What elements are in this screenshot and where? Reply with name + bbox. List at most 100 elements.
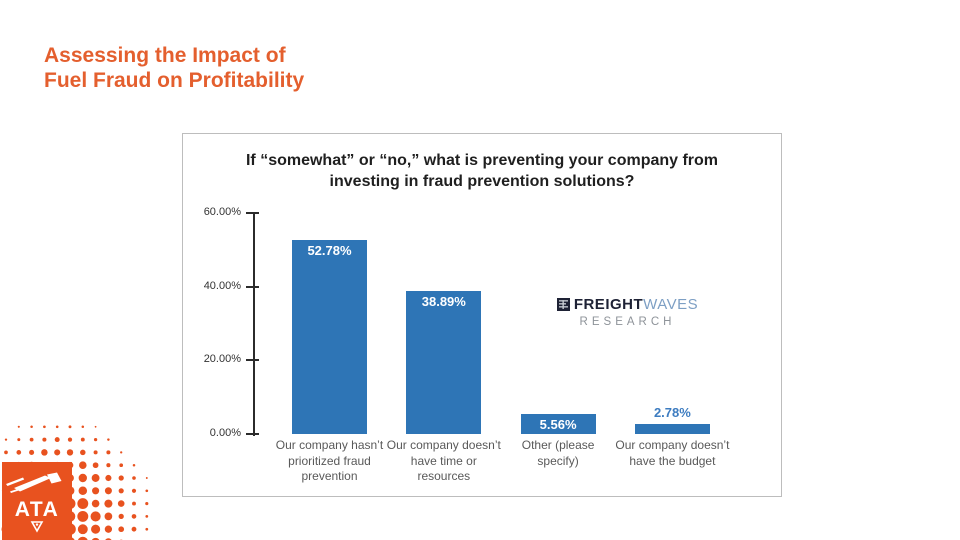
ata-shield-icon [30, 521, 44, 533]
halftone-dot [91, 524, 101, 534]
halftone-dot [77, 524, 88, 535]
halftone-dot [119, 463, 124, 468]
bar-category-label: Our company hasn’t prioritized fraud pre… [275, 438, 384, 484]
halftone-dot [118, 513, 124, 520]
slide-title: Assessing the Impact of Fuel Fraud on Pr… [44, 44, 305, 92]
halftone-dot [29, 437, 34, 442]
y-axis-tick-label: 0.00% [209, 427, 241, 439]
freightwaves-waves-text: WAVES [643, 296, 699, 313]
y-axis-tick [246, 212, 259, 214]
halftone-dot [104, 525, 113, 533]
y-axis-tick [246, 285, 259, 288]
bar [406, 290, 482, 434]
bar [292, 239, 367, 434]
ata-logo: ATA [2, 462, 72, 540]
y-axis-tick [246, 433, 259, 435]
halftone-dot [81, 425, 85, 429]
halftone-dot [78, 473, 87, 483]
y-axis-line [253, 212, 255, 436]
halftone-dot [145, 489, 149, 493]
bar-value-label: 52.78% [307, 242, 352, 258]
halftone-dot [145, 515, 149, 518]
halftone-dot [104, 487, 112, 495]
freightwaves-logo: FREIGHTWAVES RESEARCH [535, 296, 720, 328]
halftone-dot [93, 450, 98, 455]
bar [634, 423, 710, 434]
halftone-dot [54, 449, 61, 456]
halftone-dot [80, 437, 85, 442]
halftone-dot [94, 425, 97, 428]
ata-logo-text: ATA [15, 498, 60, 521]
halftone-dot [92, 462, 99, 469]
halftone-dot [42, 437, 47, 442]
chart-plot: 60.00% 40.00% 20.00% 0.00% 52.78% Our company… [183, 134, 781, 496]
halftone-dot [17, 438, 21, 442]
freightwaves-wordmark: FREIGHTWAVES [535, 296, 720, 313]
halftone-dot [132, 476, 136, 480]
halftone-dot [91, 499, 100, 508]
halftone-dot [29, 449, 35, 455]
bar-value-label: 2.78% [653, 404, 691, 420]
halftone-dot [16, 450, 22, 455]
halftone-dot [90, 511, 101, 522]
y-axis-tick [246, 359, 259, 362]
chart-title: If “somewhat” or “no,” what is preventin… [245, 152, 719, 190]
halftone-dot [4, 438, 8, 441]
halftone-dot [132, 463, 136, 467]
halftone-dot [79, 461, 87, 469]
halftone-dot [77, 536, 88, 540]
halftone-dot [55, 425, 59, 429]
y-axis-tick-label: 40.00% [203, 279, 241, 292]
bar-category-label: Our company doesn’t have the budget [615, 438, 730, 468]
halftone-dot [41, 449, 48, 456]
halftone-dot [92, 487, 100, 495]
halftone-dot [106, 450, 111, 455]
halftone-dot [107, 438, 110, 441]
halftone-dot [77, 510, 89, 522]
halftone-dot [118, 488, 124, 494]
halftone-dot [117, 500, 125, 507]
halftone-dot [67, 437, 73, 442]
halftone-dot [132, 501, 136, 506]
bar-value-label: 5.56% [539, 416, 577, 432]
halftone-dot [145, 502, 149, 506]
halftone-dot [120, 451, 123, 454]
freightwaves-freight-text: FREIGHT [573, 296, 644, 313]
halftone-dot [68, 425, 72, 429]
halftone-dot [105, 474, 112, 482]
halftone-dot [66, 449, 74, 456]
bar-value-label: 38.89% [421, 293, 466, 309]
ata-logo-graphic: ATA [6, 472, 62, 533]
halftone-dot [131, 488, 137, 493]
truck-icon [6, 472, 62, 493]
halftone-dot [4, 450, 8, 455]
halftone-dot [43, 425, 46, 429]
y-axis-tick-label: 60.00% [203, 206, 241, 218]
halftone-dot [145, 477, 148, 479]
halftone-dot [93, 437, 98, 442]
halftone-dot [91, 537, 100, 540]
halftone-dot [104, 512, 113, 521]
y-axis-tick-label: 20.00% [203, 353, 241, 366]
bar-category-label: Our company doesn’t have time or resourc… [386, 438, 501, 484]
freightwaves-icon [556, 296, 570, 313]
halftone-dot [17, 425, 20, 428]
halftone-dot [77, 498, 89, 510]
halftone-dot [91, 474, 100, 482]
freightwaves-research-text: RESEARCH [579, 316, 676, 328]
halftone-dot [131, 514, 137, 519]
chart-panel: If “somewhat” or “no,” what is preventin… [182, 133, 782, 497]
halftone-dot [131, 526, 137, 532]
bar [520, 413, 596, 434]
halftone-dot [145, 527, 149, 531]
halftone-dot [80, 449, 86, 456]
halftone-dot [118, 475, 124, 481]
halftone-dot [78, 486, 88, 496]
halftone-dot [118, 526, 125, 533]
halftone-dot [54, 437, 60, 443]
bar-category-label: Other (please specify) [521, 438, 595, 468]
halftone-dot [106, 463, 111, 468]
halftone-dot [104, 499, 113, 508]
halftone-dot [30, 425, 33, 429]
